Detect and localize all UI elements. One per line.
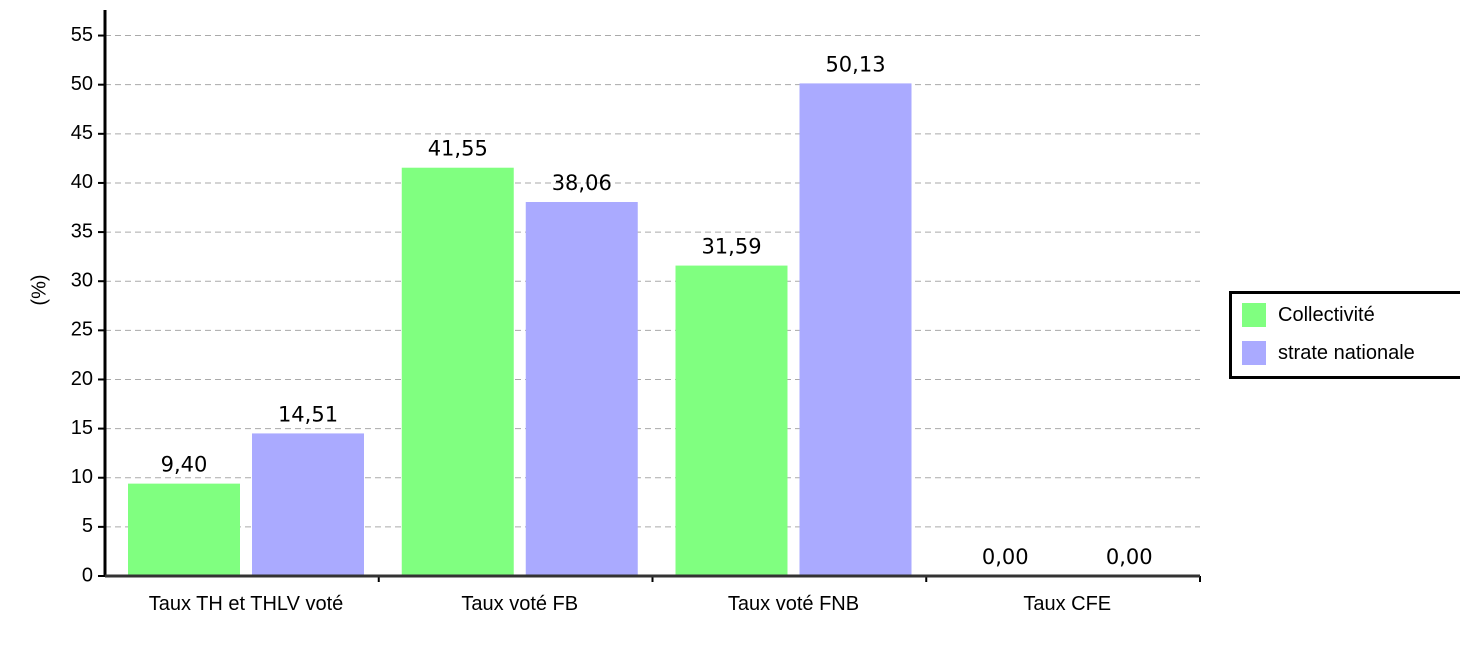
y-tick-label: 20	[71, 368, 93, 390]
value-label: 0,00	[982, 545, 1029, 569]
value-label: 9,40	[161, 453, 208, 477]
y-tick-label: 35	[71, 220, 93, 242]
value-label: 41,55	[428, 137, 488, 161]
bar	[128, 483, 240, 576]
legend-item: Collectivité	[1242, 302, 1375, 328]
legend-swatch	[1242, 341, 1266, 365]
y-tick-label: 15	[71, 417, 93, 439]
value-label: 31,59	[701, 235, 761, 259]
y-tick-label: 0	[82, 564, 93, 586]
x-tick-label: Taux TH et THLV voté	[148, 593, 344, 615]
legend-swatch	[1242, 303, 1266, 327]
legend-label: Collectivité	[1278, 303, 1375, 326]
legend-label: strate nationale	[1278, 341, 1415, 364]
value-label: 38,06	[552, 171, 612, 195]
bar	[799, 83, 912, 576]
value-label: 50,13	[825, 52, 885, 76]
x-tick-label: Taux voté FB	[461, 593, 579, 615]
value-label: 0,00	[1106, 545, 1153, 569]
bar	[401, 167, 514, 576]
bar	[525, 202, 638, 577]
y-tick-label: 5	[82, 515, 93, 537]
y-tick-label: 30	[71, 269, 93, 291]
y-tick-label: 40	[71, 171, 93, 193]
x-tick-label: Taux CFE	[1023, 593, 1112, 615]
y-axis-label: (%)	[28, 274, 50, 305]
legend: Collectivité strate nationale	[1229, 291, 1460, 379]
y-tick-label: 25	[71, 319, 93, 341]
y-tick-label: 55	[71, 24, 93, 46]
y-tick-label: 45	[71, 122, 93, 144]
legend-item: strate nationale	[1242, 340, 1415, 366]
y-tick-label: 10	[71, 466, 93, 488]
bar	[675, 265, 788, 576]
value-label: 14,51	[278, 402, 338, 426]
y-tick-label: 50	[71, 73, 93, 95]
bar	[252, 433, 364, 576]
x-tick-label: Taux voté FNB	[727, 593, 860, 615]
